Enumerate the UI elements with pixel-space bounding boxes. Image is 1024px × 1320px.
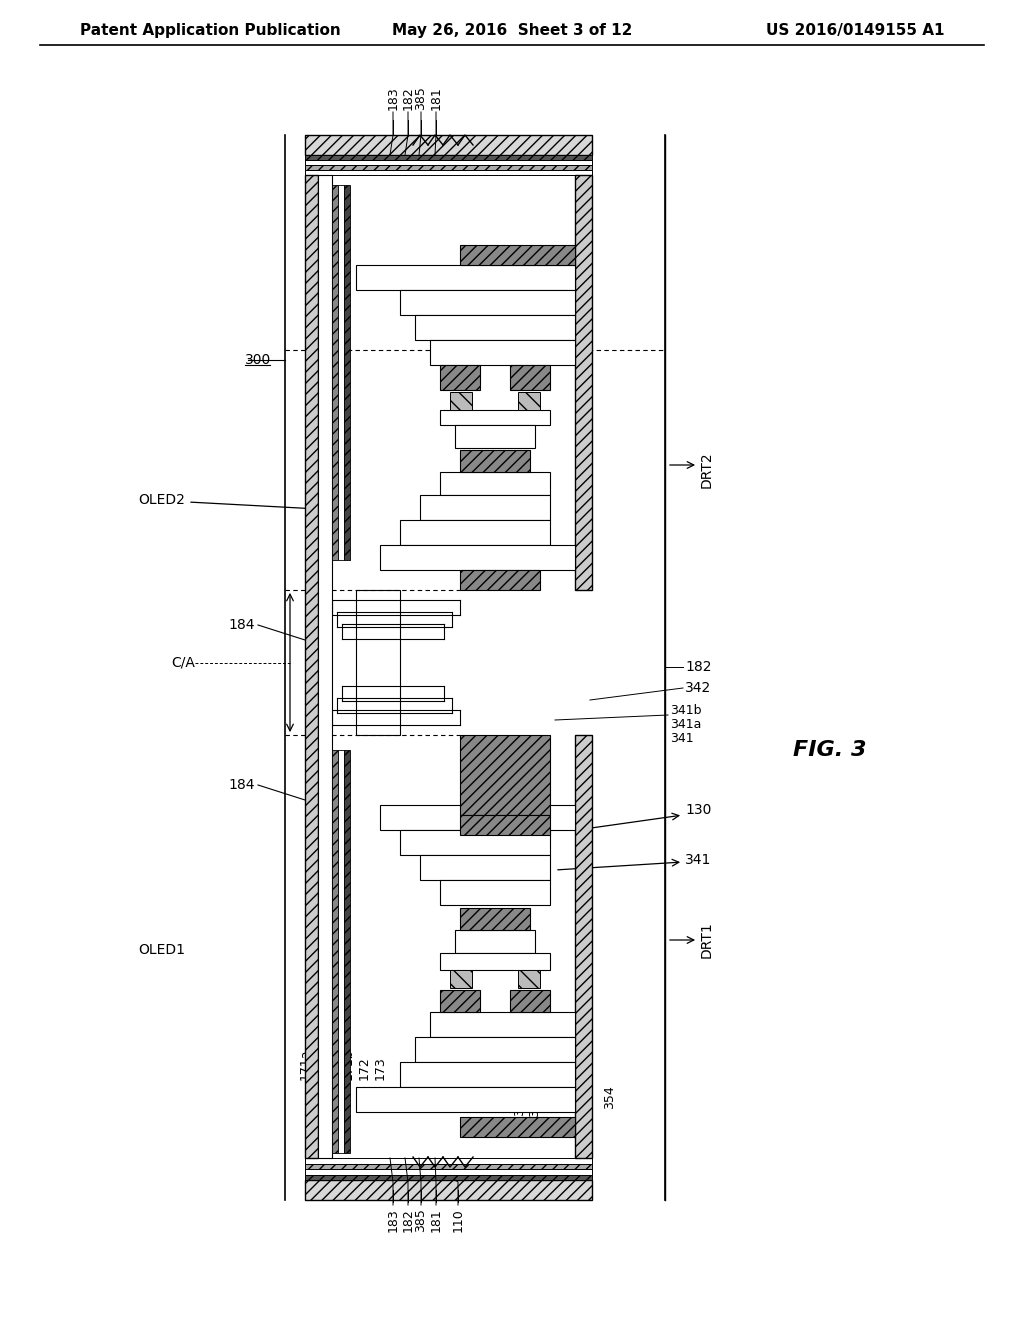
Text: May 26, 2016  Sheet 3 of 12: May 26, 2016 Sheet 3 of 12	[392, 22, 632, 37]
Text: 352: 352	[544, 1080, 556, 1104]
Text: FIG. 3: FIG. 3	[794, 741, 866, 760]
Bar	[460, 1117, 575, 1137]
Bar	[510, 366, 550, 389]
Text: DRT2: DRT2	[700, 451, 714, 488]
Bar	[460, 570, 540, 590]
Bar	[305, 1175, 592, 1180]
Text: 385: 385	[415, 86, 427, 110]
Bar	[460, 246, 575, 265]
Bar	[305, 135, 592, 154]
Bar	[455, 425, 535, 447]
Bar	[344, 185, 350, 560]
Bar	[460, 908, 530, 931]
Bar	[344, 750, 350, 1152]
Text: 171: 171	[313, 1056, 327, 1080]
Bar	[420, 495, 550, 520]
Text: 183: 183	[386, 86, 399, 110]
Bar	[305, 1163, 592, 1170]
Bar	[305, 165, 592, 170]
Bar	[440, 953, 550, 970]
Bar	[450, 392, 472, 411]
Bar	[400, 520, 550, 545]
Text: US 2016/0149155 A1: US 2016/0149155 A1	[766, 22, 944, 37]
Bar	[430, 1012, 575, 1038]
Bar	[318, 176, 332, 1158]
Bar	[400, 830, 550, 855]
Bar	[450, 970, 472, 987]
Bar	[575, 176, 592, 590]
Text: 351: 351	[499, 1085, 512, 1109]
Bar	[356, 1086, 575, 1111]
Text: OLED1: OLED1	[138, 942, 185, 957]
Bar	[380, 805, 575, 830]
Bar	[332, 750, 338, 1152]
Bar	[440, 411, 550, 425]
Bar	[460, 735, 550, 814]
Bar	[332, 185, 338, 560]
Bar	[305, 1170, 592, 1175]
Bar	[305, 176, 318, 1158]
Bar	[440, 366, 480, 389]
Text: 341a: 341a	[670, 718, 701, 730]
Text: 341: 341	[685, 853, 712, 867]
Bar	[518, 392, 540, 411]
Bar	[455, 931, 535, 953]
Text: 181: 181	[429, 1208, 442, 1232]
Text: 353: 353	[483, 1074, 497, 1098]
Bar	[460, 814, 550, 836]
Text: 171b: 171b	[341, 1048, 354, 1080]
Text: DRT1: DRT1	[700, 921, 714, 958]
Text: 172: 172	[357, 1056, 371, 1080]
Text: 110: 110	[452, 1208, 465, 1232]
Bar	[305, 160, 592, 165]
Text: 182: 182	[401, 86, 415, 110]
Bar	[518, 970, 540, 987]
Text: 182: 182	[685, 660, 712, 675]
Bar	[460, 450, 530, 473]
Bar	[440, 473, 550, 495]
Text: 183: 183	[386, 1208, 399, 1232]
Text: 385: 385	[415, 1208, 427, 1232]
Bar	[400, 290, 575, 315]
Bar	[440, 880, 550, 906]
Bar	[305, 170, 592, 176]
Text: 300: 300	[245, 352, 271, 367]
Bar	[305, 154, 592, 160]
Text: 182: 182	[401, 1208, 415, 1232]
Text: 184: 184	[228, 618, 255, 632]
Text: C/A: C/A	[171, 656, 195, 671]
Text: 354: 354	[603, 1085, 616, 1109]
Bar	[338, 750, 344, 1152]
Bar	[305, 1180, 592, 1200]
Text: 341: 341	[670, 731, 693, 744]
Bar	[430, 341, 575, 366]
Text: 341b: 341b	[670, 704, 701, 717]
Text: 351b: 351b	[528, 1085, 542, 1117]
Bar	[415, 315, 575, 341]
Text: 171a: 171a	[299, 1048, 311, 1080]
Bar	[510, 990, 550, 1012]
Bar	[420, 855, 550, 880]
Text: 351a: 351a	[513, 1085, 526, 1117]
Text: 342: 342	[685, 681, 712, 696]
Bar	[440, 990, 480, 1012]
Bar	[305, 1158, 592, 1163]
Text: Patent Application Publication: Patent Application Publication	[80, 22, 341, 37]
Text: 173: 173	[374, 1056, 386, 1080]
Bar	[400, 1063, 575, 1086]
Text: 184: 184	[228, 777, 255, 792]
Bar	[356, 590, 400, 735]
Bar	[575, 735, 592, 1158]
Text: 130: 130	[685, 803, 712, 817]
Text: OLED2: OLED2	[138, 492, 185, 507]
Bar	[356, 265, 575, 290]
Bar	[338, 185, 344, 560]
Bar	[415, 1038, 575, 1063]
Bar	[380, 545, 575, 570]
Text: 181: 181	[429, 86, 442, 110]
